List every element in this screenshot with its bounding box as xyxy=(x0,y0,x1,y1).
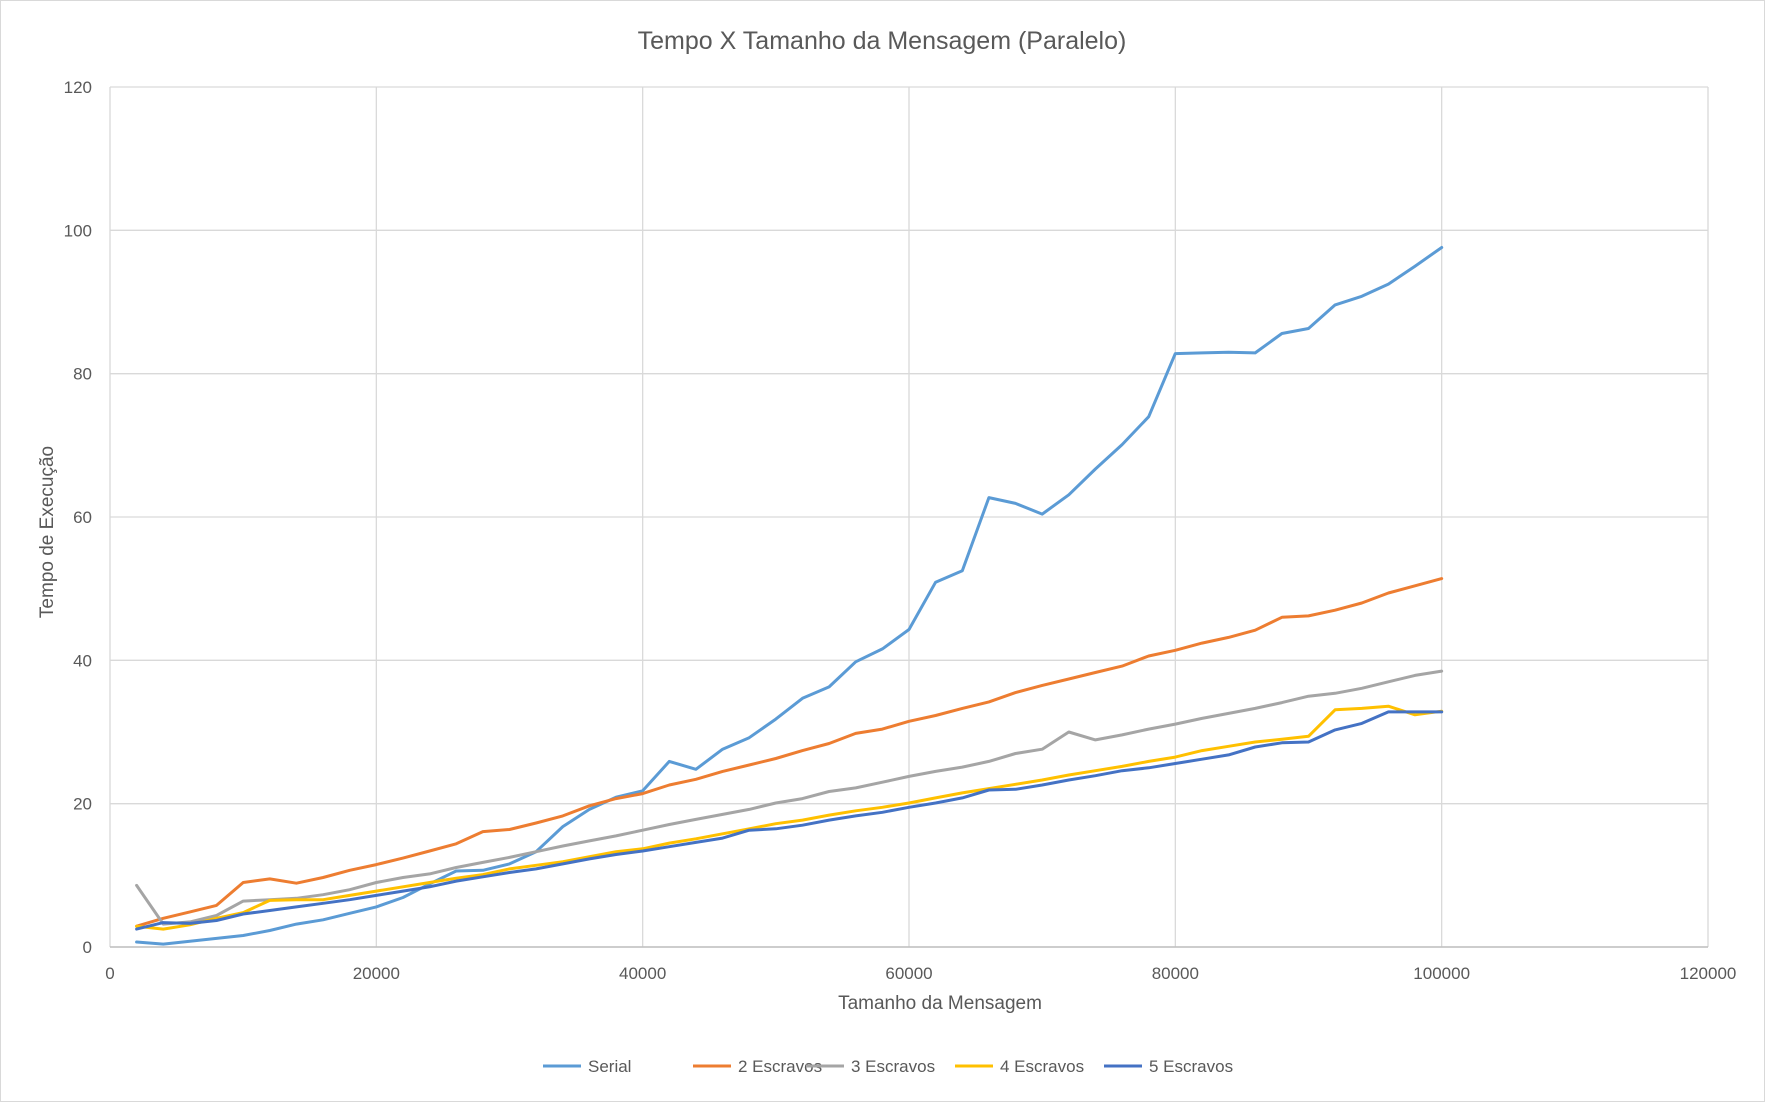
legend-label: 3 Escravos xyxy=(851,1057,935,1076)
legend-item-5: 5 Escravos xyxy=(1104,1057,1233,1076)
x-axis-title: Tamanho da Mensagem xyxy=(838,993,1042,1014)
y-axis-tick-labels: 0 20 40 60 80 100 120 xyxy=(64,78,92,957)
series-line-2 xyxy=(135,577,1444,928)
legend: Serial 2 Escravos 3 Escravos 4 Escravos 5 Es… xyxy=(543,1057,1233,1076)
legend-label: 2 Escravos xyxy=(738,1057,822,1076)
series-line-5 xyxy=(135,710,1444,931)
y-tick-label: 100 xyxy=(64,221,92,240)
x-axis-tick-labels: 0 20000 40000 60000 80000 100000 120000 xyxy=(105,964,1736,983)
legend-label: 4 Escravos xyxy=(1000,1057,1084,1076)
legend-item-1: Serial xyxy=(543,1057,631,1076)
series-lines xyxy=(135,246,1444,946)
x-tick-label: 0 xyxy=(105,964,114,983)
legend-label: Serial xyxy=(588,1057,631,1076)
series-line-3 xyxy=(135,669,1444,926)
gridlines xyxy=(109,86,1709,948)
series-line-4 xyxy=(135,704,1444,931)
y-tick-label: 60 xyxy=(73,508,92,527)
legend-label: 5 Escravos xyxy=(1149,1057,1233,1076)
y-tick-label: 120 xyxy=(64,78,92,97)
x-tick-label: 80000 xyxy=(1152,964,1199,983)
x-tick-label: 60000 xyxy=(885,964,932,983)
y-tick-label: 40 xyxy=(73,651,92,670)
y-axis-title: Tempo de Execução xyxy=(37,446,58,618)
legend-item-3: 3 Escravos xyxy=(806,1057,935,1076)
x-tick-label: 120000 xyxy=(1680,964,1737,983)
x-tick-label: 40000 xyxy=(619,964,666,983)
y-tick-label: 80 xyxy=(73,365,92,384)
x-tick-label: 100000 xyxy=(1413,964,1470,983)
x-tick-label: 20000 xyxy=(353,964,400,983)
legend-item-2: 2 Escravos xyxy=(693,1057,822,1076)
legend-item-4: 4 Escravos xyxy=(955,1057,1084,1076)
y-tick-label: 0 xyxy=(83,938,92,957)
y-tick-label: 20 xyxy=(73,795,92,814)
chart-title: Tempo X Tamanho da Mensagem (Paralelo) xyxy=(638,27,1127,55)
series-line-1 xyxy=(135,246,1444,946)
